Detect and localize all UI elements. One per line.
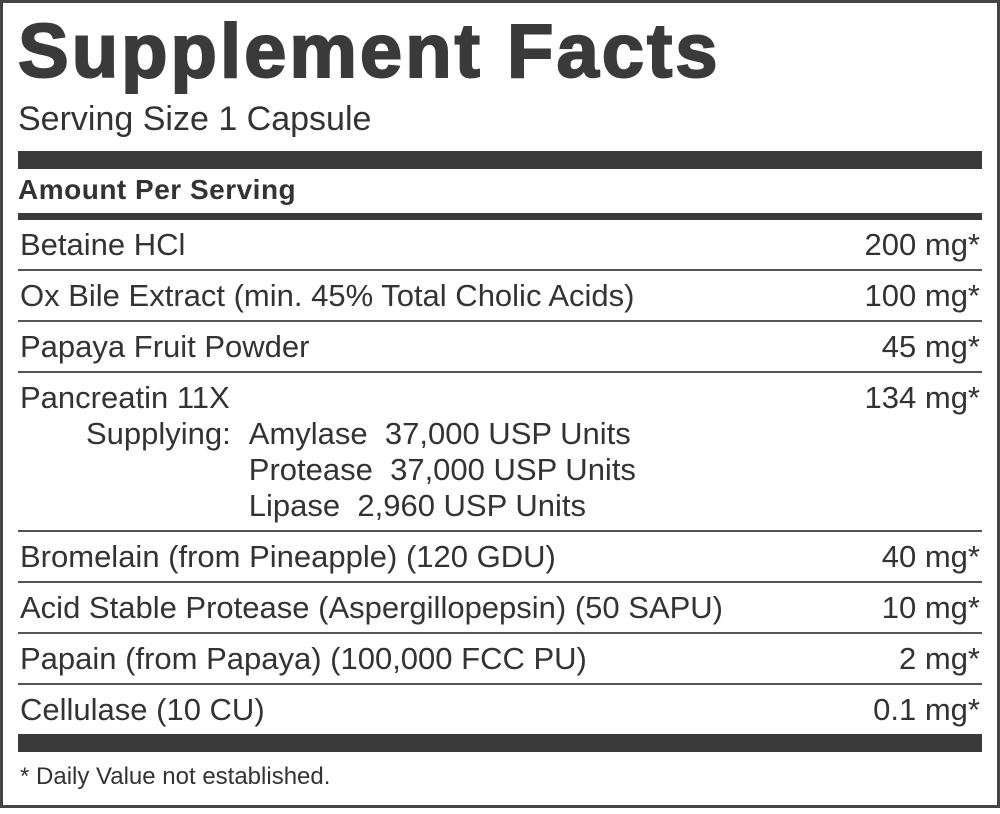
ingredient-name: Ox Bile Extract (min. 45% Total Cholic A…: [20, 278, 635, 313]
ingredient-amount: 2 mg*: [899, 641, 980, 676]
footnote: * Daily Value not established.: [20, 763, 331, 790]
ingredient-amount: 10 mg*: [881, 590, 980, 625]
ingredient-name: Bromelain (from Pineapple) (120 GDU): [20, 539, 556, 574]
ingredient-amount: 45 mg*: [881, 329, 980, 364]
ingredient-name: Papain (from Papaya) (100,000 FCC PU): [20, 641, 587, 676]
ingredient-info: Acid Stable Protease (Aspergillopepsin) …: [20, 590, 723, 626]
ingredient-info: Papain (from Papaya) (100,000 FCC PU): [20, 641, 587, 677]
details-items: Amylase 37,000 USP Units Protease 37,000 …: [249, 416, 636, 524]
ingredient-amount: 40 mg*: [881, 539, 980, 574]
ingredient-row: Betaine HCl 200 mg*: [18, 220, 982, 269]
separator-bar: [18, 151, 982, 169]
amount-header: Amount Per Serving: [18, 174, 297, 205]
serving-size: Serving Size 1 Capsule: [18, 100, 372, 138]
ingredient-info: Ox Bile Extract (min. 45% Total Cholic A…: [20, 278, 634, 314]
ingredient-amount: 200 mg*: [864, 227, 980, 262]
ingredient-list: Betaine HCl 200 mg* Ox Bile Extract (min. …: [18, 220, 982, 734]
ingredient-info: Betaine HCl: [20, 227, 185, 263]
ingredient-name: Acid Stable Protease (Aspergillopepsin) …: [20, 590, 724, 625]
details-item: Lipase 2,960 USP Units: [248, 488, 586, 523]
ingredient-name: Pancreatin 11X: [20, 380, 230, 415]
details-item: Protease 37,000 USP Units: [248, 452, 636, 487]
ingredient-row: Papaya Fruit Powder 45 mg*: [18, 320, 982, 371]
ingredient-info: Bromelain (from Pineapple) (120 GDU): [20, 539, 556, 575]
ingredient-row: Ox Bile Extract (min. 45% Total Cholic A…: [18, 269, 982, 320]
ingredient-name: Papaya Fruit Powder: [20, 329, 310, 364]
ingredient-info: Pancreatin 11X Supplying: Amylase 37,000 U…: [20, 380, 636, 524]
separator-bar: [18, 213, 982, 220]
details-item: Amylase 37,000 USP Units: [248, 416, 631, 451]
ingredient-details: Supplying: Amylase 37,000 USP Units Protea…: [20, 416, 636, 524]
ingredient-amount: 100 mg*: [864, 278, 980, 313]
separator-bar: [18, 734, 982, 752]
details-label: Supplying:: [86, 416, 231, 451]
ingredient-row: Papain (from Papaya) (100,000 FCC PU) 2 m…: [18, 632, 982, 683]
title: Supplement Facts: [17, 8, 721, 95]
ingredient-amount: 134 mg*: [864, 380, 980, 415]
ingredient-name: Cellulase (10 CU): [20, 692, 265, 727]
ingredient-name: Betaine HCl: [20, 227, 186, 262]
ingredient-row: Cellulase (10 CU) 0.1 mg*: [18, 683, 982, 734]
ingredient-amount: 0.1 mg*: [873, 692, 980, 727]
ingredient-row: Bromelain (from Pineapple) (120 GDU) 40 m…: [18, 530, 982, 581]
ingredient-row: Pancreatin 11X Supplying: Amylase 37,000 U…: [18, 371, 982, 530]
ingredient-row: Acid Stable Protease (Aspergillopepsin) …: [18, 581, 982, 632]
ingredient-info: Papaya Fruit Powder: [20, 329, 309, 365]
ingredient-info: Cellulase (10 CU): [20, 692, 265, 728]
